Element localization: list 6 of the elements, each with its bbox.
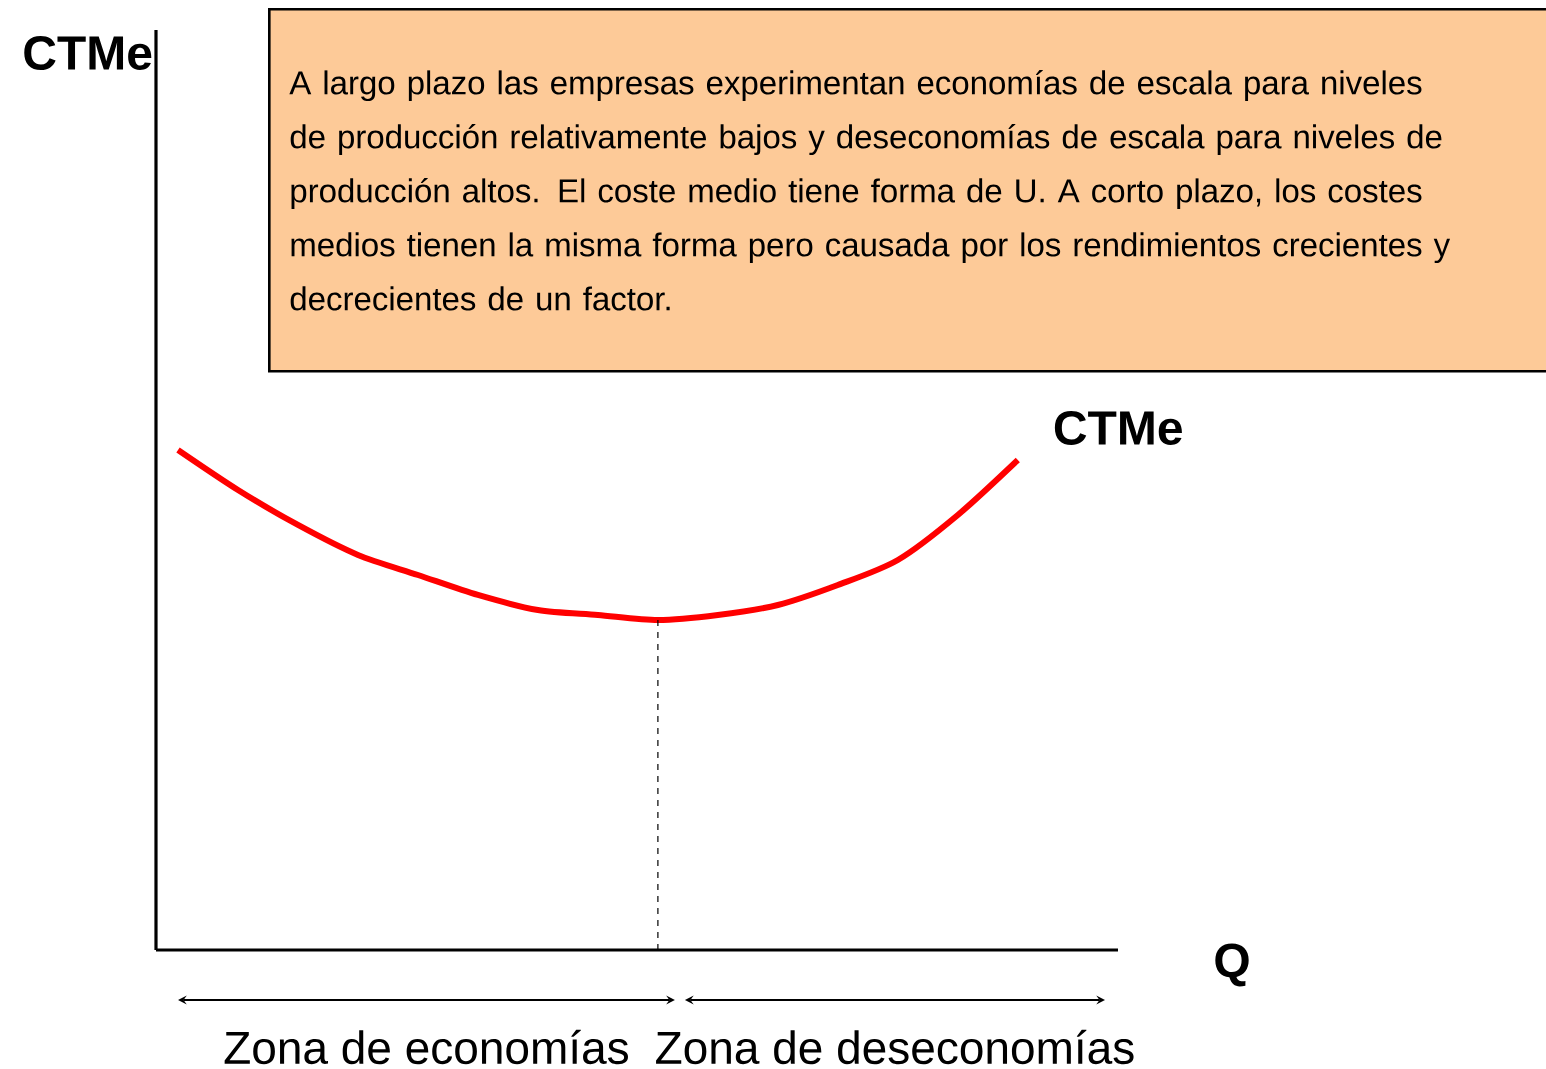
series-label: CTMe bbox=[1054, 410, 1182, 445]
text: Zona de economías bbox=[224, 1029, 628, 1065]
x-axis-title: Q bbox=[1215, 943, 1249, 987]
text: A largo plazo las empresas experimentan economías de escala para niveles de producción relativamente bajos y deseconomías de escala para niveles de producción altos. El coste medio tiene forma de U. A corto plazo, los costes medios tienen la misma forma pero causada por los rendimientos crecientes y decrecientes de un factor. bbox=[289, 69, 1451, 311]
text: Zona de deseconomías bbox=[656, 1029, 1134, 1065]
text: CTMe bbox=[24, 36, 152, 70]
